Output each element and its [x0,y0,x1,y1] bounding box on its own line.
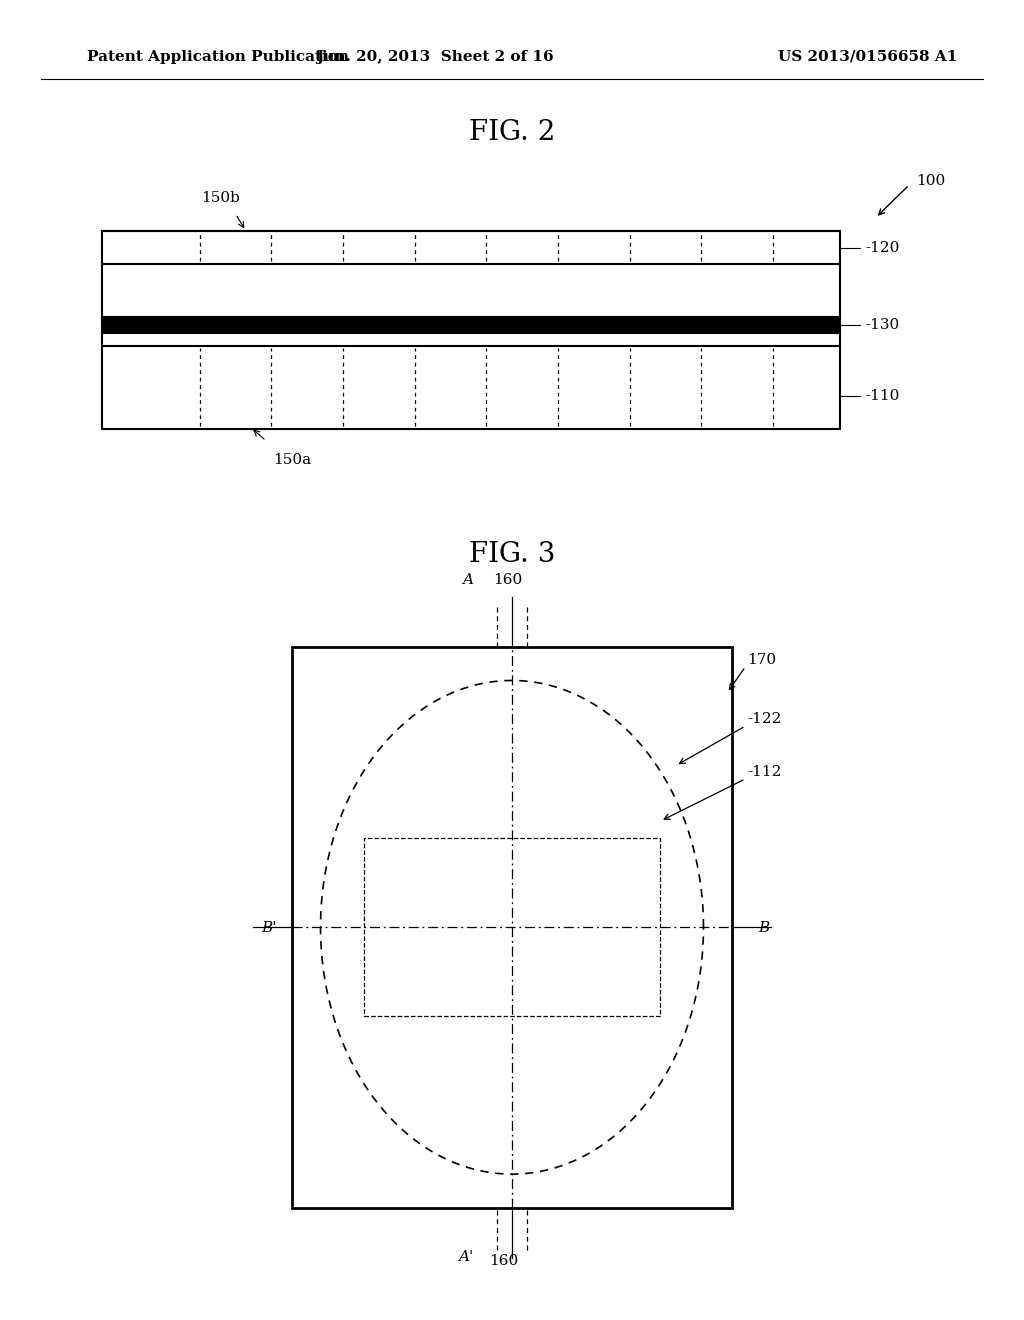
Text: -130: -130 [865,318,899,331]
Text: -120: -120 [865,242,900,255]
Text: A': A' [458,1250,473,1265]
Text: -122: -122 [748,713,782,726]
Bar [292,647,732,1208]
Text: 160: 160 [489,1254,519,1269]
Text: -110: -110 [865,389,900,403]
Text: 160: 160 [494,573,523,587]
Text: 150b: 150b [201,190,240,205]
Text: FIG. 3: FIG. 3 [469,541,555,568]
Text: B: B [758,921,769,935]
Bar [364,838,660,1016]
Text: -112: -112 [748,766,782,779]
Text: 100: 100 [916,174,946,187]
Text: Jun. 20, 2013  Sheet 2 of 16: Jun. 20, 2013 Sheet 2 of 16 [316,50,554,63]
Bar [102,231,840,429]
Text: Patent Application Publication: Patent Application Publication [87,50,349,63]
Text: A: A [462,573,473,587]
Bar [102,317,840,333]
Text: US 2013/0156658 A1: US 2013/0156658 A1 [778,50,957,63]
Text: B': B' [261,921,276,935]
Text: 150a: 150a [272,453,311,467]
Text: FIG. 2: FIG. 2 [469,119,555,145]
Text: 170: 170 [748,653,776,667]
